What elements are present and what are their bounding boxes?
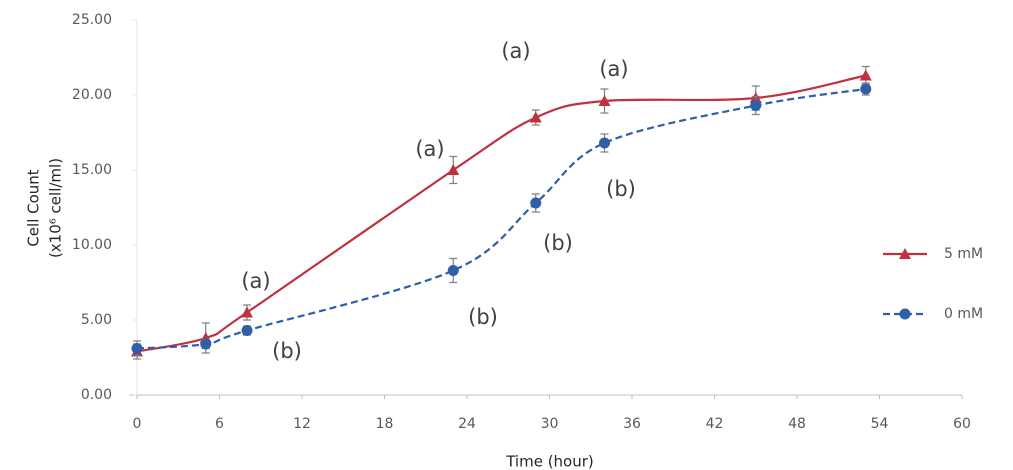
x-tick-label: 6 — [215, 416, 224, 432]
legend-marker — [899, 248, 911, 259]
annotation: (a) — [241, 269, 270, 293]
point — [750, 100, 762, 111]
trend-line — [136, 87, 866, 350]
y-tick-label: 20.00 — [72, 87, 112, 103]
y-tick-label: 10.00 — [72, 237, 112, 253]
point — [200, 338, 212, 350]
legend-label: 5 mM — [944, 246, 983, 262]
point — [241, 325, 253, 336]
point — [598, 95, 611, 106]
annotation: (a) — [501, 39, 530, 63]
point — [447, 164, 460, 175]
y-tick-label: 5.00 — [81, 312, 112, 328]
x-tick-label: 18 — [376, 416, 394, 432]
y-axis-label: Cell Count — [25, 169, 43, 246]
point — [447, 265, 459, 276]
annotation: (b) — [606, 177, 636, 201]
point — [131, 343, 143, 354]
x-tick-label: 48 — [788, 416, 806, 432]
x-tick-label: 60 — [953, 416, 971, 432]
x-tick-label: 24 — [458, 416, 476, 432]
annotation: (a) — [599, 57, 628, 81]
annotation: (b) — [468, 305, 498, 329]
trend-line — [136, 74, 866, 353]
x-tick-label: 0 — [133, 416, 142, 432]
annotation: (a) — [415, 137, 444, 161]
legend-label: 0 mM — [944, 306, 983, 322]
y-axis-label: (x10⁶ cell/ml) — [47, 158, 65, 258]
point — [530, 197, 542, 209]
legend-marker — [899, 308, 911, 320]
x-tick-label: 54 — [871, 416, 889, 432]
y-tick-label: 15.00 — [72, 162, 112, 178]
y-tick-label: 25.00 — [72, 12, 112, 28]
x-tick-label: 12 — [293, 416, 311, 432]
x-tick-label: 36 — [623, 416, 641, 432]
x-axis-label: Time (hour) — [505, 453, 594, 470]
point — [859, 69, 872, 81]
x-tick-label: 42 — [706, 416, 724, 432]
point — [860, 83, 872, 95]
point — [599, 137, 610, 149]
annotation: (b) — [543, 231, 573, 255]
point — [241, 306, 253, 318]
x-tick-label: 30 — [541, 416, 559, 432]
annotation: (b) — [272, 339, 302, 363]
point — [529, 111, 542, 123]
y-tick-label: 0.00 — [81, 387, 112, 403]
